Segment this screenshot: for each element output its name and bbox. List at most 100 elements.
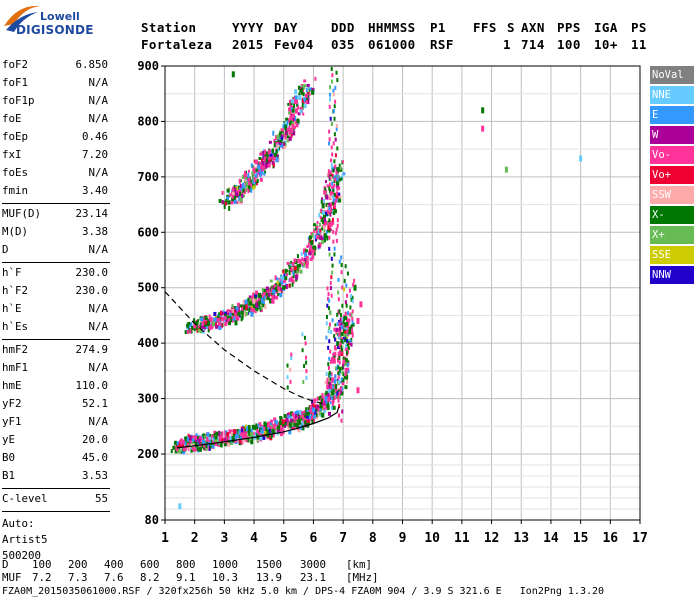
echo-point bbox=[208, 323, 211, 329]
echo-point bbox=[250, 311, 254, 317]
echo-point bbox=[264, 429, 268, 435]
echo-point bbox=[182, 447, 186, 452]
echo-point bbox=[334, 164, 337, 169]
param-name: yF2 bbox=[2, 397, 22, 410]
echo-point bbox=[281, 276, 284, 281]
echo-point bbox=[321, 197, 324, 201]
echo-point bbox=[240, 434, 243, 440]
echo-point bbox=[274, 282, 278, 286]
echo-point bbox=[340, 325, 344, 330]
echo-point bbox=[286, 385, 289, 390]
echo-point bbox=[330, 385, 334, 390]
param-name: C-level bbox=[2, 492, 48, 505]
echo-point bbox=[337, 297, 340, 302]
echo-point bbox=[303, 410, 306, 415]
echo-point bbox=[305, 412, 309, 417]
x-tick-label: 2 bbox=[191, 531, 199, 546]
echo-point bbox=[238, 199, 241, 205]
echo-point bbox=[344, 331, 347, 337]
echo-point bbox=[328, 188, 331, 193]
echo-point bbox=[296, 270, 299, 275]
echo-point bbox=[247, 182, 251, 186]
echo-point bbox=[344, 385, 348, 390]
echo-point bbox=[296, 254, 299, 259]
echo-point bbox=[314, 236, 317, 242]
distance-value: 800 bbox=[176, 558, 196, 571]
echo-point bbox=[332, 109, 335, 114]
echo-point bbox=[235, 186, 239, 191]
echo-point bbox=[327, 362, 330, 367]
echo-point bbox=[261, 170, 264, 175]
legend-item-e: E bbox=[650, 106, 694, 124]
echo-point bbox=[341, 303, 344, 308]
echo-point bbox=[231, 194, 234, 199]
panel-divider bbox=[2, 511, 110, 512]
echo-point bbox=[245, 304, 248, 309]
header-value: Fev04 bbox=[274, 37, 314, 52]
echo-point bbox=[338, 368, 341, 374]
echo-point bbox=[248, 295, 252, 300]
echo-point bbox=[327, 329, 330, 334]
echo-point bbox=[328, 186, 331, 191]
echo-point bbox=[329, 191, 332, 196]
echo-point bbox=[301, 262, 304, 266]
echo-point bbox=[288, 136, 292, 141]
echo-point bbox=[257, 164, 261, 170]
echo-point bbox=[261, 297, 264, 302]
param-row: yF2 52.1 bbox=[2, 397, 108, 413]
param-name: B1 bbox=[2, 469, 16, 482]
echo-point bbox=[350, 342, 353, 347]
polarization-legend: NoVal NNE E W Vo- Vo+ SSW X- X+ SSE NNW bbox=[650, 66, 694, 286]
echo-point bbox=[296, 119, 300, 124]
header-label: DDD bbox=[331, 20, 355, 35]
echo-point bbox=[319, 402, 322, 408]
echo-point bbox=[325, 194, 329, 200]
echo-point bbox=[323, 228, 326, 233]
echo-point bbox=[326, 403, 330, 408]
echo-point bbox=[327, 365, 330, 370]
echo-point bbox=[315, 404, 319, 410]
echo-point bbox=[303, 84, 307, 88]
echo-point bbox=[340, 380, 343, 384]
echo-point bbox=[284, 285, 287, 289]
param-name: foF1p bbox=[2, 94, 35, 107]
echo-point bbox=[284, 132, 287, 137]
echo-point bbox=[343, 287, 346, 292]
echo-point bbox=[293, 267, 297, 273]
echo-point bbox=[232, 186, 235, 192]
echo-point bbox=[330, 176, 333, 181]
echo-point bbox=[328, 396, 331, 401]
echo-point bbox=[342, 359, 346, 364]
echo-point bbox=[285, 269, 289, 273]
echo-point bbox=[340, 351, 344, 357]
echo-point bbox=[303, 262, 306, 268]
echo-point bbox=[328, 182, 331, 187]
echo-point bbox=[256, 301, 260, 307]
param-value: 3.40 bbox=[81, 184, 108, 197]
echo-point bbox=[350, 312, 353, 318]
echo-point bbox=[275, 295, 279, 300]
echo-point bbox=[334, 351, 337, 357]
echo-point bbox=[255, 299, 258, 304]
echo-point bbox=[231, 431, 235, 436]
echo-point bbox=[186, 330, 189, 335]
echo-point bbox=[259, 164, 262, 169]
echo-point bbox=[311, 404, 314, 409]
echo-point bbox=[321, 412, 325, 418]
echo-point bbox=[292, 418, 296, 423]
param-row: h`F2 230.0 bbox=[2, 284, 108, 300]
echo-point bbox=[337, 321, 340, 326]
echo-point bbox=[333, 209, 337, 214]
echo-point bbox=[288, 111, 291, 115]
echo-point bbox=[233, 199, 237, 204]
echo-point bbox=[303, 335, 306, 340]
echo-point bbox=[344, 372, 347, 377]
echo-point bbox=[332, 141, 335, 146]
echo-point bbox=[293, 426, 296, 431]
echo-point bbox=[253, 308, 256, 313]
logo-swoosh-icon bbox=[4, 5, 40, 32]
echo-point bbox=[238, 195, 241, 201]
echo-point bbox=[243, 189, 246, 195]
echo-point bbox=[273, 427, 276, 431]
echo-point bbox=[346, 338, 349, 343]
